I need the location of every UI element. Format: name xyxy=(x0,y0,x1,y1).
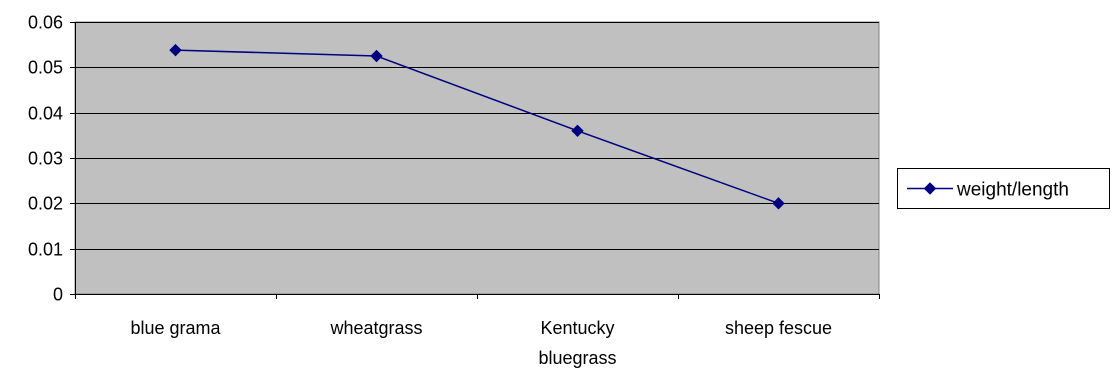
legend-marker xyxy=(923,182,937,195)
y-tick-label: 0.05 xyxy=(28,58,63,78)
y-tick-label: 0 xyxy=(53,285,63,305)
y-tick-label: 0.06 xyxy=(28,13,63,33)
legend-label: weight/length xyxy=(956,180,1069,201)
plot-area xyxy=(74,21,880,295)
series-layer xyxy=(169,43,785,210)
data-point-marker xyxy=(370,49,383,63)
data-point-marker xyxy=(169,43,182,57)
y-axis: 0 0.01 0.02 0.03 0.04 0.05 0.06 xyxy=(28,13,76,305)
x-tick-label: wheatgrass xyxy=(329,318,422,338)
x-axis: blue grama wheatgrass Kentucky bluegrass she… xyxy=(75,294,880,368)
y-tick-label: 0.04 xyxy=(28,104,63,124)
x-tick-label: sheep fescue xyxy=(725,318,832,338)
data-point-marker xyxy=(772,197,785,210)
y-tick-label: 0.02 xyxy=(28,194,63,214)
y-tick-label: 0.03 xyxy=(28,149,63,169)
x-tick-label: Kentucky bluegrass xyxy=(538,318,616,368)
legend-box xyxy=(897,168,1110,209)
data-point-marker xyxy=(571,124,584,138)
series-line xyxy=(175,49,779,205)
legend: weight/length xyxy=(897,168,1110,209)
y-tick-label: 0.01 xyxy=(28,240,63,260)
x-tick-label: blue grama xyxy=(130,318,221,338)
